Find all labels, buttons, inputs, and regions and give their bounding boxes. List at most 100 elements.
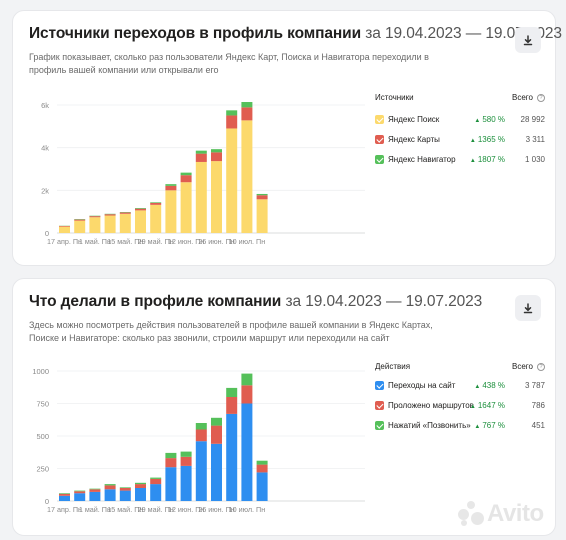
bar-segment[interactable] (195, 441, 207, 501)
bar-segment[interactable] (59, 226, 70, 233)
bar-segment[interactable] (195, 161, 207, 233)
bar-segment[interactable] (74, 219, 86, 221)
bar-segment[interactable] (104, 484, 116, 486)
bar-segment[interactable] (211, 149, 222, 153)
bar-segment[interactable] (256, 195, 268, 200)
bar-segment[interactable] (180, 182, 192, 233)
bar-segment[interactable] (104, 485, 116, 490)
bar-segment[interactable] (241, 373, 253, 386)
bar-segment[interactable] (104, 489, 116, 501)
bar-segment[interactable] (150, 477, 162, 479)
bar-segment[interactable] (241, 102, 253, 108)
bar-segment[interactable] (226, 110, 238, 116)
bar-segment[interactable] (150, 202, 162, 203)
bar-segment[interactable] (165, 184, 177, 186)
bar-segment[interactable] (195, 150, 207, 154)
legend-item-navigator[interactable]: Яндекс Навигатор ▲ 1807 % 1 030 (375, 154, 545, 166)
checkbox-icon[interactable] (375, 401, 384, 410)
bar-segment[interactable] (74, 491, 86, 494)
bar-segment[interactable] (165, 190, 177, 233)
bar-segment[interactable] (150, 484, 162, 501)
bar-segment[interactable] (59, 493, 70, 494)
bar-segment[interactable] (165, 452, 177, 459)
checkbox-icon[interactable] (375, 155, 384, 164)
bar-segment[interactable] (89, 216, 101, 218)
bar-segment[interactable] (135, 210, 146, 233)
bar-segment[interactable] (150, 478, 162, 485)
bar-segment[interactable] (89, 488, 101, 490)
bar-segment[interactable] (150, 204, 162, 233)
info-icon[interactable]: ? (537, 362, 545, 371)
legend-item-maps[interactable]: Яндекс Карты ▲ 1365 % 3 311 (375, 134, 545, 146)
bar-segment[interactable] (256, 199, 268, 233)
bar-segment[interactable] (74, 493, 86, 501)
bar-segment[interactable] (74, 220, 86, 233)
bar-segment[interactable] (165, 467, 177, 501)
bar-segment[interactable] (135, 208, 146, 209)
legend-item-calls[interactable]: Нажатий «Позвонить» ▲ 767 % 451 (375, 420, 545, 432)
bar-segment[interactable] (74, 490, 86, 492)
checkbox-icon[interactable] (375, 115, 384, 124)
bar-segment[interactable] (241, 120, 253, 233)
bar-segment[interactable] (256, 460, 268, 465)
bar-segment[interactable] (211, 152, 222, 162)
download-button[interactable] (515, 27, 541, 53)
bar-segment[interactable] (226, 413, 238, 501)
bar-segment[interactable] (119, 213, 131, 233)
bar-segment[interactable] (226, 387, 238, 397)
bar-segment[interactable] (195, 153, 207, 162)
y-tick-label: 250 (36, 465, 49, 474)
bar-segment[interactable] (241, 385, 253, 404)
bar-segment[interactable] (241, 403, 253, 502)
bar-segment[interactable] (180, 175, 192, 183)
bar-segment[interactable] (119, 488, 131, 491)
legend-item-site-visits[interactable]: Переходы на сайт ▲ 438 % 3 787 (375, 380, 545, 392)
bar-segment[interactable] (89, 217, 101, 233)
bar-segment[interactable] (135, 208, 146, 211)
bar-segment[interactable] (211, 417, 222, 426)
bar-segment[interactable] (226, 128, 238, 233)
bar-segment[interactable] (226, 397, 238, 414)
bar-segment[interactable] (195, 423, 207, 430)
bar-segment[interactable] (59, 495, 70, 501)
bar-segment[interactable] (135, 484, 146, 488)
bar-segment[interactable] (256, 464, 268, 473)
bar-segment[interactable] (211, 443, 222, 501)
up-triangle-icon: ▲ (469, 404, 476, 410)
bar-segment[interactable] (104, 214, 116, 216)
bar-segment[interactable] (165, 458, 177, 468)
bar-segment[interactable] (59, 225, 70, 227)
info-icon[interactable]: ? (537, 93, 545, 102)
bar-segment[interactable] (211, 425, 222, 444)
bar-segment[interactable] (180, 465, 192, 501)
legend-item-search[interactable]: Яндекс Поиск ▲ 580 % 28 992 (375, 114, 545, 126)
bar-segment[interactable] (59, 493, 70, 496)
bar-segment[interactable] (180, 172, 192, 176)
bar-segment[interactable] (104, 215, 116, 233)
bar-segment[interactable] (180, 451, 192, 457)
download-button[interactable] (515, 295, 541, 321)
checkbox-icon[interactable] (375, 135, 384, 144)
legend-item-label: Яндекс Навигатор (388, 155, 456, 164)
checkbox-icon[interactable] (375, 381, 384, 390)
bar-segment[interactable] (119, 490, 131, 501)
bar-segment[interactable] (150, 202, 162, 205)
bar-segment[interactable] (119, 212, 131, 214)
x-tick-label: 15 май. Пн (107, 505, 143, 514)
bar-segment[interactable] (241, 107, 253, 121)
bar-segment[interactable] (256, 472, 268, 501)
bar-segment[interactable] (135, 482, 146, 485)
bar-segment[interactable] (195, 429, 207, 442)
bar-segment[interactable] (89, 491, 101, 501)
checkbox-icon[interactable] (375, 421, 384, 430)
bar-segment[interactable] (119, 487, 131, 488)
bar-segment[interactable] (256, 193, 268, 196)
bar-segment[interactable] (226, 115, 238, 129)
bar-segment[interactable] (165, 185, 177, 191)
bar-segment[interactable] (89, 489, 101, 492)
bar-segment[interactable] (211, 161, 222, 233)
legend-item-routes[interactable]: Проложено маршрутов ▲ 1647 % 786 (375, 400, 545, 412)
bar-segment[interactable] (135, 488, 146, 501)
bar-segment[interactable] (180, 456, 192, 466)
legend-item-label: Яндекс Поиск (388, 115, 440, 124)
